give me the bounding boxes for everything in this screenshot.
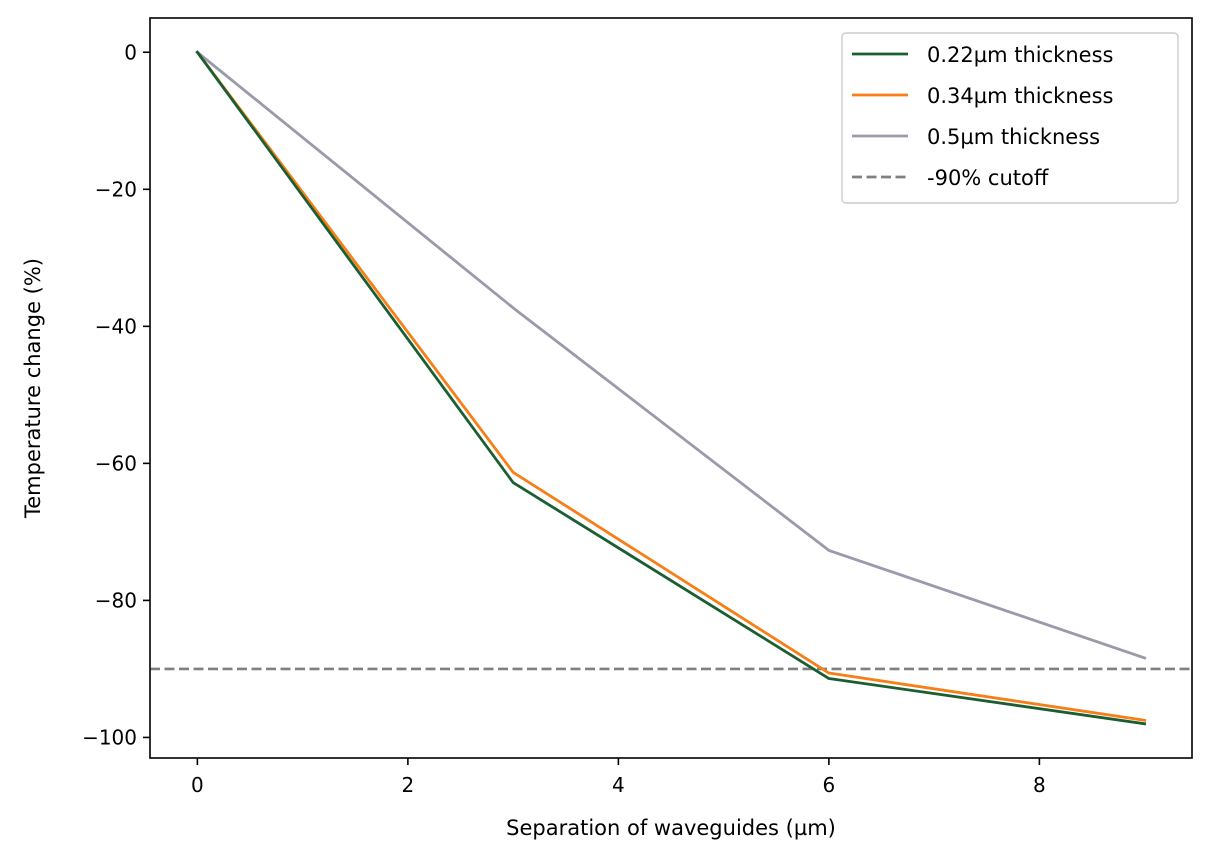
series-022um-line: [195, 50, 1147, 726]
legend-label-series-022um: 0.22µm thickness: [927, 43, 1113, 67]
y-tick-label: −40: [95, 314, 137, 338]
legend-box: [841, 32, 1179, 204]
x-tick-label: 4: [612, 773, 625, 797]
y-tick-label: −80: [95, 588, 137, 612]
series-034um-line: [195, 50, 1147, 722]
y-tick-label: 0: [124, 40, 137, 64]
x-axis-label: Separation of waveguides (µm): [506, 816, 836, 840]
x-tick-label: 0: [191, 773, 204, 797]
y-tick-label: −100: [82, 725, 137, 749]
legend-label-series-034um: 0.34µm thickness: [927, 84, 1113, 108]
x-tick-label: 2: [402, 773, 415, 797]
x-tick-label: 8: [1033, 773, 1046, 797]
legend-label-series-05um: 0.5µm thickness: [927, 125, 1100, 149]
x-axis: 0 2 4 6 8: [191, 758, 1046, 797]
chart-marks: [150, 50, 1192, 726]
y-tick-label: −20: [95, 177, 137, 201]
x-tick-label: 6: [823, 773, 836, 797]
plot-frame: [149, 17, 1193, 759]
legend-label-cutoff: -90% cutoff: [927, 166, 1049, 190]
y-axis-label: Temperature change (%): [21, 258, 45, 519]
y-tick-label: −60: [95, 451, 137, 475]
y-axis: 0 −20 −40 −60 −80 −100: [82, 40, 150, 749]
legend: 0.22µm thickness 0.34µm thickness 0.5µm th…: [841, 32, 1179, 204]
series-05um-line: [195, 50, 1147, 660]
